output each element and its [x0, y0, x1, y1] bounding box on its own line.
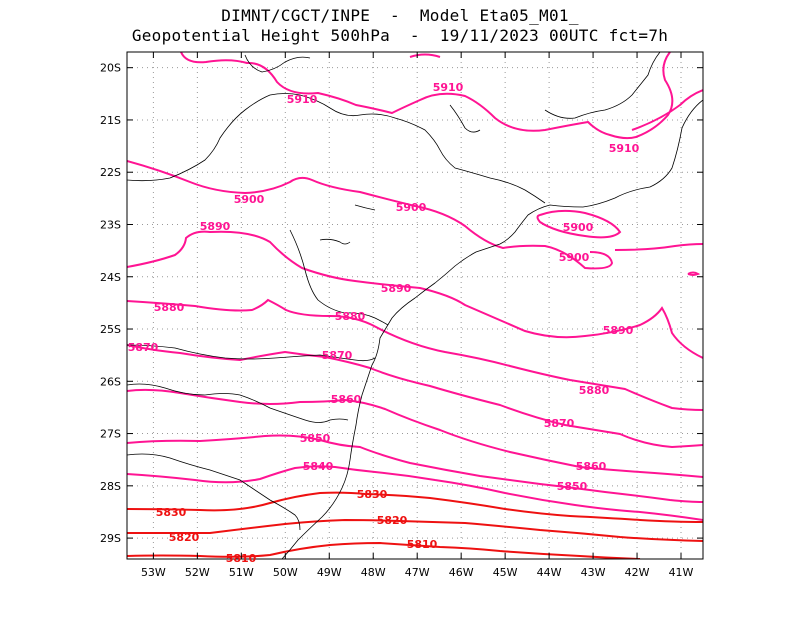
x-tick-label: 45W: [493, 566, 518, 579]
contour-5880-1: [127, 298, 703, 411]
y-tick-label: 20S: [100, 62, 121, 75]
contour-label-5900: 5900: [396, 201, 427, 214]
y-tick-label: 23S: [100, 218, 121, 231]
x-tick-label: 48W: [361, 566, 386, 579]
contour-label-5870: 5870: [544, 417, 575, 430]
axis-ticks: 53W 52W 51W 50W 49W 48W 47W 46W 45W 44W 43W 42W 41W 2…: [100, 52, 703, 579]
contour-label-5830: 5830: [357, 488, 388, 501]
lagoon-3: [449, 104, 481, 133]
y-tick-label: 21S: [100, 114, 121, 127]
lagoon-1: [354, 204, 376, 211]
contour-5910-n: [409, 53, 441, 58]
contour-label-5850: 5850: [557, 480, 588, 493]
contour-5810-1: [127, 541, 641, 559]
contour-label-5900: 5900: [234, 193, 265, 206]
contour-5830-1: [127, 491, 703, 523]
x-tick-label: 47W: [405, 566, 430, 579]
contour-label-5910: 5910: [609, 142, 640, 155]
chart-title-line1: DIMNT/CGCT/INPE - Model Eta05_M01_: [221, 6, 579, 25]
x-tick-label: 43W: [581, 566, 606, 579]
contour-label-5860: 5860: [331, 393, 362, 406]
graticule: [127, 52, 703, 559]
chart-title-line2: Geopotential Height 500hPa - 19/11/2023 …: [131, 26, 669, 45]
y-tick-label: 25S: [100, 323, 121, 336]
contour-label-5810: 5810: [407, 538, 438, 551]
contour-label-5890: 5890: [603, 324, 634, 337]
state-border-3: [544, 52, 661, 119]
y-tick-label: 22S: [100, 166, 121, 179]
contour-5860-1: [127, 388, 703, 478]
x-tick-label: 46W: [449, 566, 474, 579]
coastline: [281, 99, 703, 559]
contour-label-5910: 5910: [287, 93, 318, 106]
state-border-1: [127, 93, 546, 204]
contour-label-5830: 5830: [156, 506, 187, 519]
contour-label-5860: 5860: [576, 460, 607, 473]
state-border-4: [289, 229, 389, 326]
x-tick-label: 50W: [273, 566, 298, 579]
contour-label-5810: 5810: [226, 552, 257, 565]
contour-label-5880: 5880: [335, 310, 366, 323]
y-tick-label: 29S: [100, 532, 121, 545]
contour-5900-main: [127, 160, 614, 270]
contour-5850-1: [127, 434, 703, 503]
contour-labels: 5910 5910 5910 5900 5900 5900 5900 5890 5890 5890…: [128, 81, 640, 565]
contour-label-5840: 5840: [303, 460, 334, 473]
state-border-2: [244, 54, 311, 73]
y-tick-label: 26S: [100, 375, 121, 388]
contour-5900-dot: [687, 271, 701, 276]
contour-label-5900: 5900: [559, 251, 590, 264]
contour-label-5880: 5880: [579, 384, 610, 397]
contour-label-5870: 5870: [128, 341, 159, 354]
x-tick-label: 53W: [141, 566, 166, 579]
contour-5900-east: [614, 243, 703, 251]
contour-label-5890: 5890: [381, 282, 412, 295]
state-border-7: [127, 453, 301, 531]
contour-label-5850: 5850: [300, 432, 331, 445]
map-frame: [126, 51, 704, 560]
state-border-5: [127, 344, 376, 362]
x-tick-label: 52W: [185, 566, 210, 579]
x-tick-label: 42W: [625, 566, 650, 579]
contour-5870-1: [127, 344, 703, 449]
x-tick-label: 41W: [669, 566, 694, 579]
contour-label-5820: 5820: [169, 531, 200, 544]
contour-5900-loop: [536, 209, 622, 239]
contour-5840-1: [127, 465, 703, 521]
y-tick-label: 28S: [100, 480, 121, 493]
contour-label-5870: 5870: [322, 349, 353, 362]
x-tick-label: 51W: [229, 566, 254, 579]
lagoon-2: [319, 238, 351, 245]
y-tick-label: 27S: [100, 428, 121, 441]
contour-5890-1: [127, 230, 703, 359]
coastline-and-borders: [127, 52, 703, 559]
contour-5820-1: [127, 518, 703, 542]
contour-lines: [127, 52, 703, 559]
x-tick-label: 49W: [317, 566, 342, 579]
y-tick-label: 24S: [100, 271, 121, 284]
contour-label-5820: 5820: [377, 514, 408, 527]
x-tick-label: 44W: [537, 566, 562, 579]
contour-label-5890: 5890: [200, 220, 231, 233]
contour-5910-nw: [180, 52, 674, 140]
contour-label-5910: 5910: [433, 81, 464, 94]
contour-5910-ne: [631, 89, 703, 131]
contour-label-5880: 5880: [154, 301, 185, 314]
contour-label-5900: 5900: [563, 221, 594, 234]
state-border-6: [127, 383, 349, 423]
